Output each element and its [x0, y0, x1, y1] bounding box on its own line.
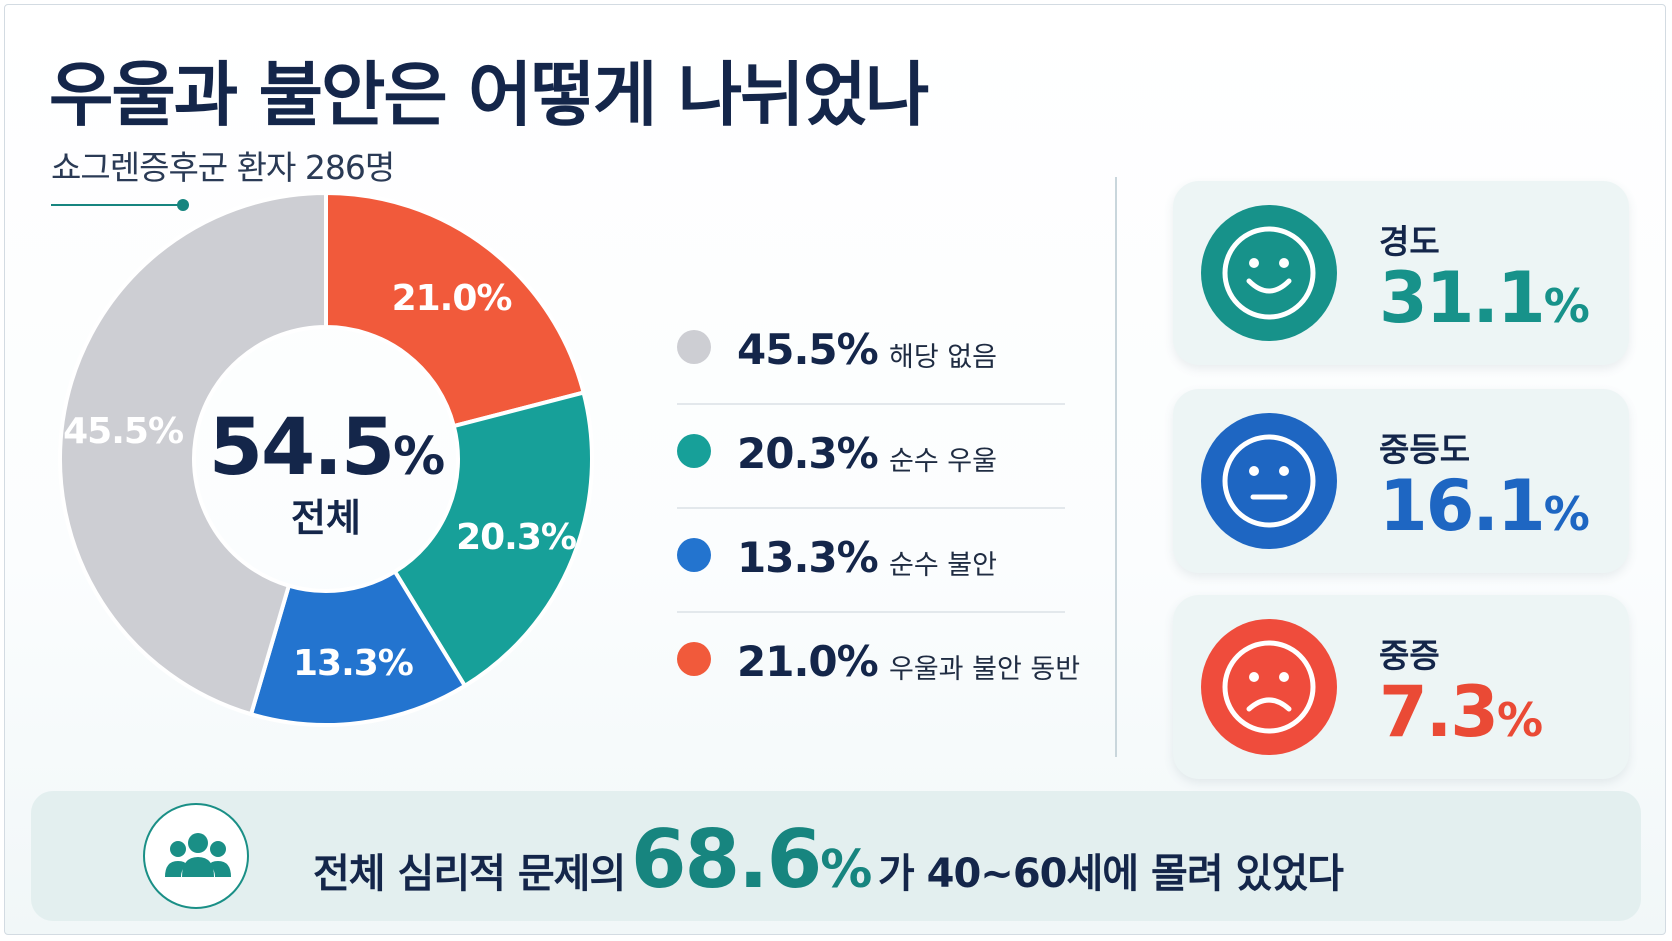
donut-chart: 21.0% 20.3% 13.3% 45.5% 54.5% 전체: [58, 190, 594, 727]
slice-label: 21.0%: [392, 278, 512, 319]
severity-unit: %: [1543, 487, 1590, 541]
legend-percent: 20.3%: [737, 429, 879, 478]
severity-number: 7.3: [1379, 671, 1499, 753]
center-label: 전체: [291, 496, 361, 540]
page-subtitle: 쇼그렌증후군 환자 286명: [51, 148, 395, 187]
neutral-face-icon: [1201, 413, 1337, 549]
people-group-icon: [143, 803, 249, 909]
vertical-divider: [1115, 177, 1117, 757]
severity-label: 중등도: [1379, 430, 1471, 469]
legend-percent: 13.3%: [737, 533, 879, 582]
legend-item: 20.3% 순수 우울: [677, 405, 1065, 509]
severity-card-moderate: 중등도 16.1%: [1173, 389, 1629, 573]
severity-number: 31.1: [1379, 257, 1546, 339]
summary-suffix: 가 40~60세에 몰려 있었다: [877, 851, 1344, 897]
severity-number: 16.1: [1379, 465, 1546, 547]
slice-labels-layer: 21.0% 20.3% 13.3% 45.5%: [63, 278, 577, 684]
slice-label: 20.3%: [456, 517, 576, 558]
page-title: 우울과 불안은 어떻게 나뉘었나: [49, 54, 929, 136]
slice-label: 13.3%: [293, 643, 413, 684]
severity-card-severe: 중증 7.3%: [1173, 595, 1629, 779]
severity-card-mild: 경도 31.1%: [1173, 181, 1629, 365]
center-value-unit: %: [393, 427, 444, 487]
legend-dot: [677, 434, 711, 468]
legend-item: 21.0% 우울과 불안 동반: [677, 613, 1080, 715]
accent-line: [51, 204, 179, 206]
donut-slice: [58, 190, 328, 717]
legend-item: 45.5% 해당 없음: [677, 301, 1065, 405]
legend-dot: [677, 538, 711, 572]
center-value: 54.5%: [209, 403, 444, 493]
legend-dot: [677, 642, 711, 676]
summary-number: 68.6: [630, 813, 822, 906]
legend-label: 순수 불안: [889, 550, 997, 581]
accent-dot: [177, 199, 189, 211]
summary-unit: %: [820, 840, 873, 900]
severity-label: 중증: [1379, 636, 1440, 675]
legend: 45.5% 해당 없음 20.3% 순수 우울 13.3% 순수 불안 21.0…: [677, 301, 1080, 715]
severity-value: 16.1%: [1379, 465, 1590, 547]
legend-item: 13.3% 순수 불안: [677, 509, 1065, 613]
donut-slice: [248, 568, 468, 727]
severity-label: 경도: [1379, 222, 1440, 261]
donut-slice: [392, 390, 594, 689]
legend-percent: 21.0%: [737, 637, 879, 686]
slices-layer: [58, 190, 594, 727]
legend-label: 우울과 불안 동반: [889, 654, 1081, 685]
severity-value: 7.3%: [1379, 671, 1543, 753]
center-value-number: 54.5: [209, 403, 393, 493]
summary-prefix: 전체 심리적 문제의: [313, 851, 626, 897]
severity-unit: %: [1497, 693, 1543, 747]
severity-value: 31.1%: [1379, 257, 1590, 339]
severity-unit: %: [1543, 279, 1590, 333]
smile-face-icon: [1201, 205, 1337, 341]
infographic-frame: 우울과 불안은 어떻게 나뉘었나 쇼그렌증후군 환자 286명 21.0% 20.…: [4, 4, 1666, 935]
summary-text: 전체 심리적 문제의 68.6% 가 40~60세에 몰려 있었다: [313, 813, 1344, 906]
summary-banner: 전체 심리적 문제의 68.6% 가 40~60세에 몰려 있었다: [31, 791, 1641, 921]
sad-face-icon: [1201, 619, 1337, 755]
legend-dot: [677, 330, 711, 364]
donut-slice: [324, 190, 586, 429]
slice-label: 45.5%: [63, 411, 183, 452]
legend-label: 순수 우울: [889, 446, 997, 477]
legend-label: 해당 없음: [889, 342, 997, 373]
legend-percent: 45.5%: [737, 325, 879, 374]
